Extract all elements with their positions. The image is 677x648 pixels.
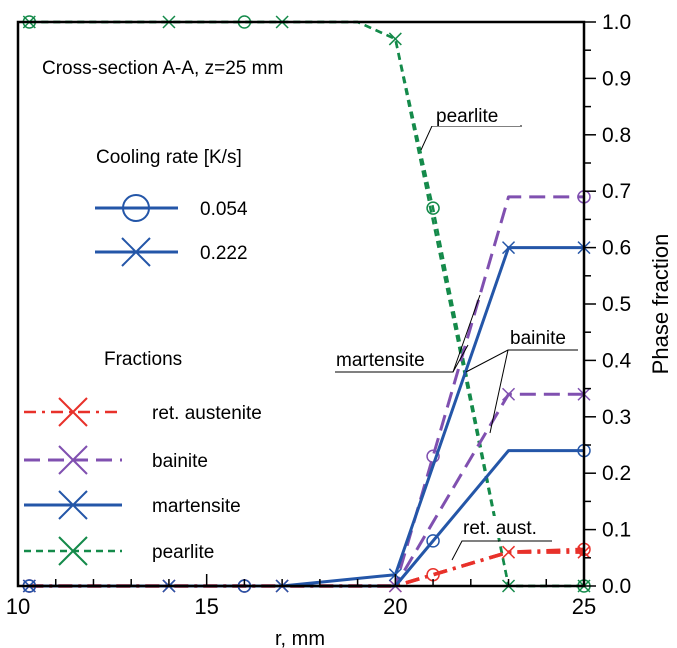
data-point-circle <box>426 534 440 548</box>
y-tick-label: 0.4 <box>602 349 632 372</box>
y-tick-label: 0.7 <box>602 180 631 203</box>
ret-aust-leader <box>451 540 552 561</box>
series-bainite-0.222 <box>29 392 584 588</box>
x-tick-label: 10 <box>6 594 30 619</box>
cross-marker-icon <box>121 237 151 267</box>
bainite-leader <box>465 349 578 373</box>
y-tick-label: 0.2 <box>602 462 631 485</box>
y-axis-ticks: 0.0 0.1 0.2 0.3 0.4 0.5 0.6 0.7 0.8 0.9 1.0 <box>584 11 632 598</box>
y-tick-label: 0.3 <box>602 406 631 429</box>
data-point-cross <box>502 545 516 559</box>
x-axis-ticks: 10 15 20 25 <box>6 574 596 619</box>
cooling-rate-legend: Cooling rate [K/s] 0.054 0.222 <box>95 147 248 267</box>
legend-label-martensite: martensite <box>152 496 241 517</box>
pearlite-annotation: pearlite <box>436 106 498 127</box>
legend-label-bainite: bainite <box>152 451 208 472</box>
x-tick-label: 25 <box>572 594 596 619</box>
y-tick-label: 0.0 <box>602 575 631 598</box>
y-axis-label: Phase fraction <box>648 234 673 375</box>
cooling-legend-title: Cooling rate [K/s] <box>96 147 242 168</box>
x-axis-label: r, mm <box>275 628 325 648</box>
legend-label-ret-austenite: ret. austenite <box>152 403 262 424</box>
martensite-leader-2 <box>452 294 481 373</box>
y-tick-label: 0.8 <box>602 124 631 147</box>
data-point-cross <box>502 241 516 255</box>
martensite-annotation: martensite <box>336 350 425 371</box>
bainite-annotation: bainite <box>510 328 566 349</box>
x-tick-label: 15 <box>194 594 218 619</box>
legend-label-0054: 0.054 <box>200 199 248 220</box>
y-tick-label: 0.6 <box>602 237 631 260</box>
data-point-circle <box>426 201 440 215</box>
legend-label-0222: 0.222 <box>200 243 248 264</box>
data-point-cross <box>502 387 516 401</box>
ret-aust-annotation-bg <box>460 516 556 538</box>
legend-label-pearlite: pearlite <box>152 542 214 563</box>
chart-title: Cross-section A-A, z=25 mm <box>42 58 283 79</box>
fractions-legend-title: Fractions <box>104 349 182 370</box>
circle-marker-icon <box>122 194 150 222</box>
fractions-legend: Fractions ret. austenite bainite martens… <box>24 349 262 566</box>
ret-austenite-cross-icon <box>58 397 88 427</box>
bainite-leader-2 <box>489 349 509 434</box>
bainite-cross-icon <box>58 445 88 475</box>
bainite-annotation-bg <box>508 326 580 348</box>
y-tick-label: 0.9 <box>602 67 631 90</box>
y-tick-label: 0.1 <box>602 519 631 542</box>
y-tick-label: 0.5 <box>602 293 631 316</box>
martensite-annotation-bg <box>333 348 451 370</box>
data-point-cross <box>388 32 402 46</box>
series-ret_austenite-0.222 <box>29 550 584 588</box>
pearlite-annotation-bg <box>430 104 520 126</box>
ret-aust-annotation: ret. aust. <box>463 518 537 539</box>
x-tick-label: 20 <box>383 594 407 619</box>
pearlite-leader <box>420 125 522 151</box>
pearlite-cross-icon <box>58 536 88 566</box>
martensite-cross-icon <box>58 490 88 520</box>
y-tick-label: 1.0 <box>602 11 631 34</box>
